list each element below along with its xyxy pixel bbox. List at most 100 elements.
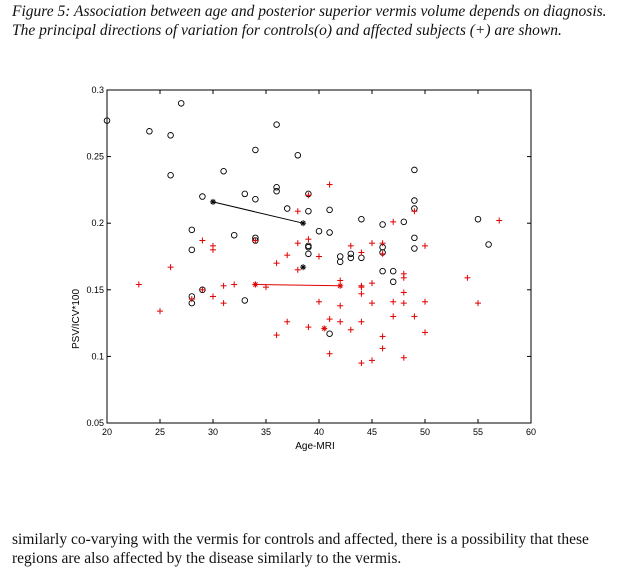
affected-point (294, 208, 301, 215)
affected-point (337, 318, 344, 325)
control-point (411, 234, 418, 242)
affected-point (369, 300, 375, 307)
affected-point (390, 298, 397, 305)
x-tick-label: 40 (314, 427, 324, 437)
control-point (379, 221, 386, 228)
body-paragraph: similarly co-varying with the vermis for… (12, 531, 589, 567)
control-point (305, 243, 312, 251)
figure-caption: Figure 5: Association between age and po… (12, 3, 607, 39)
affected-point (400, 274, 407, 281)
control-point (315, 227, 323, 235)
y-tick-label: 0.2 (91, 218, 104, 228)
affected-point (422, 329, 428, 336)
control-point (336, 258, 344, 266)
x-axis-label: Age-MRI (295, 441, 334, 452)
affected-point (210, 293, 216, 300)
affected-point (390, 313, 397, 320)
control-point (146, 128, 153, 135)
control-point (411, 197, 418, 204)
affected-point (263, 284, 269, 291)
affected-point (210, 246, 216, 253)
star-stroke (210, 199, 216, 205)
y-tick-label: 0.1 (91, 351, 104, 361)
control-point (103, 117, 111, 124)
affected-point (220, 282, 227, 289)
control-point (347, 254, 355, 262)
control-point (326, 330, 333, 338)
affected-point (294, 266, 301, 273)
affected-point (337, 302, 344, 309)
affected-point (326, 316, 333, 323)
affected-point (167, 264, 174, 271)
axis-ticks: 20 25 30 35 40 45 50 55 60 0.05 0.1 0.15 0.2 0.25 0.3 (86, 85, 536, 437)
affected-point (496, 217, 503, 224)
affected-point (305, 192, 312, 199)
principal-direction-lines (210, 198, 344, 332)
affected-point (157, 308, 163, 315)
direction-endpoint-star (210, 198, 216, 205)
affected-point (369, 280, 375, 287)
control-point (273, 121, 280, 128)
y-tick-label: 0.15 (86, 285, 104, 295)
affected-point (199, 286, 206, 293)
affected-point (400, 300, 407, 307)
star-stroke (300, 264, 306, 270)
affected-point (358, 249, 365, 256)
control-point (400, 218, 408, 226)
control-point (252, 195, 259, 203)
affected-point (284, 252, 291, 259)
control-point (167, 171, 174, 179)
affected-point (411, 313, 418, 320)
x-tick-label: 20 (102, 427, 112, 437)
affected-point (337, 277, 344, 284)
affected-point (305, 236, 312, 243)
group-center-star (300, 264, 307, 271)
affected-point (220, 300, 227, 307)
affected-point (231, 281, 238, 288)
affected-point (369, 357, 375, 364)
affected-point (294, 240, 301, 247)
control-point (188, 226, 196, 234)
affected-point (305, 324, 312, 331)
control-point (220, 168, 227, 175)
affected-point (464, 274, 471, 281)
x-tick-label: 50 (420, 427, 430, 437)
control-point (252, 146, 259, 154)
control-point (273, 187, 280, 195)
control-point (326, 229, 333, 236)
affected-point (188, 296, 195, 303)
affected-point (358, 290, 365, 297)
affected-point (379, 345, 386, 352)
affected-point (347, 326, 354, 333)
control-point (389, 278, 397, 286)
control-point (199, 193, 206, 200)
x-tick-label: 25 (155, 427, 165, 437)
control-point (411, 245, 418, 252)
affected-point (422, 242, 428, 249)
x-tick-label: 60 (526, 427, 536, 437)
affected-point (379, 333, 386, 340)
control-point (283, 205, 291, 212)
star-stroke (337, 283, 343, 289)
control-point (379, 267, 386, 275)
control-point (305, 250, 312, 258)
affected-point (369, 240, 375, 247)
principal-direction-line (212, 201, 304, 224)
data-points (103, 100, 503, 367)
affected-point (400, 289, 407, 296)
control-point (389, 267, 397, 275)
affected-point (284, 318, 291, 325)
affected-point (326, 350, 333, 357)
control-point (347, 250, 355, 258)
control-point (230, 231, 238, 239)
affected-point (347, 242, 354, 249)
control-point (167, 132, 174, 139)
control-point (305, 207, 312, 215)
affected-point (316, 253, 322, 260)
affected-point (379, 240, 386, 247)
affected-point (199, 237, 206, 244)
x-tick-label: 35 (261, 427, 271, 437)
control-point (358, 215, 365, 223)
y-tick-label: 0.3 (91, 85, 104, 95)
